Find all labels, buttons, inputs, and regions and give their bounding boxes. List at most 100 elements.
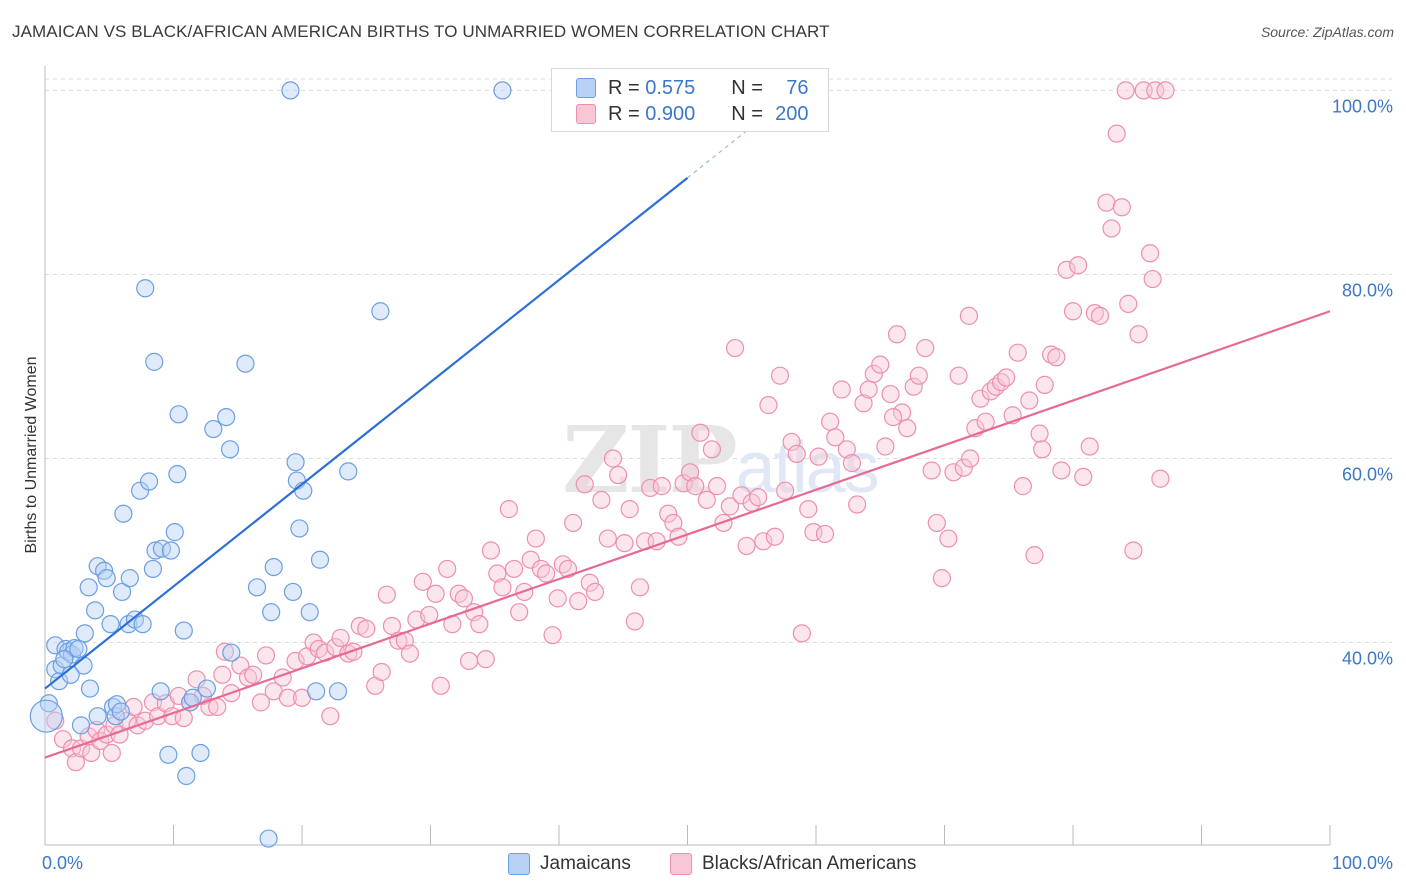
bottom-legend-jamaicans[interactable]: Jamaicans	[508, 852, 631, 876]
point-blacks	[674, 474, 693, 493]
point-blacks	[66, 753, 85, 772]
point-jamaicans	[111, 702, 130, 721]
point-blacks	[898, 419, 917, 438]
point-blacks	[1107, 124, 1126, 143]
point-blacks	[251, 693, 270, 712]
point-blacks	[854, 394, 873, 413]
bottom-legend-swatch-jamaicans	[508, 853, 530, 875]
point-jamaicans	[95, 561, 114, 580]
point-blacks	[97, 725, 116, 744]
point-blacks	[1097, 193, 1116, 212]
point-jamaicans	[39, 694, 58, 713]
point-jamaicans	[191, 743, 210, 763]
x-tick-label: 0.0%	[42, 853, 83, 873]
point-blacks	[459, 651, 479, 671]
point-blacks	[372, 662, 391, 682]
point-blacks	[754, 532, 773, 551]
point-blacks	[1020, 391, 1039, 410]
point-blacks	[909, 366, 928, 385]
point-jamaicans	[97, 569, 116, 588]
point-jamaicans	[114, 504, 133, 523]
point-jamaicans	[80, 679, 100, 698]
point-jamaicans	[136, 279, 155, 298]
point-blacks	[537, 564, 556, 583]
legend-r-label: R =	[608, 76, 646, 99]
point-jamaicans	[294, 481, 313, 500]
point-blacks	[821, 412, 840, 431]
point-blacks	[832, 380, 851, 399]
point-blacks	[815, 524, 835, 544]
trend-extension-jamaicans	[687, 126, 753, 179]
point-blacks	[575, 475, 594, 494]
point-blacks	[630, 578, 650, 597]
trend-line-jamaicans	[44, 176, 689, 690]
point-blacks	[686, 477, 705, 496]
point-blacks	[357, 619, 376, 638]
point-blacks	[916, 338, 935, 358]
point-jamaicans	[88, 707, 107, 726]
point-blacks	[470, 615, 489, 634]
point-blacks	[488, 564, 507, 583]
point-blacks	[526, 529, 545, 548]
point-blacks	[680, 463, 700, 482]
point-jamaicans	[71, 716, 91, 735]
point-jamaicans	[264, 557, 283, 577]
point-blacks	[476, 650, 495, 669]
point-jamaicans	[143, 559, 163, 579]
point-blacks	[737, 536, 756, 556]
point-jamaicans	[174, 621, 193, 640]
point-blacks	[954, 458, 973, 477]
point-blacks	[826, 428, 845, 447]
point-jamaicans	[146, 541, 165, 560]
point-jamaicans	[307, 682, 326, 701]
point-blacks	[1156, 81, 1175, 100]
y-tick-label: 100.0%	[1332, 96, 1393, 116]
point-blacks	[725, 338, 745, 358]
point-jamaicans	[259, 829, 278, 848]
point-jamaicans	[177, 766, 196, 786]
point-blacks	[585, 582, 605, 602]
point-blacks	[1057, 260, 1076, 279]
point-blacks	[1033, 440, 1052, 459]
point-blacks	[598, 529, 617, 548]
point-blacks	[776, 481, 795, 500]
legend-n-label: N =	[731, 76, 769, 99]
point-blacks	[1080, 437, 1099, 456]
point-blacks	[1129, 325, 1148, 344]
series-blacks	[46, 81, 1175, 772]
point-jamaicans	[262, 603, 281, 622]
point-blacks	[377, 585, 396, 604]
point-blacks	[1030, 424, 1049, 443]
point-jamaicans	[50, 672, 69, 691]
bottom-legend-swatch-blacks	[670, 853, 692, 875]
bottom-legend-blacks[interactable]: Blacks/African Americans	[670, 852, 916, 876]
point-blacks	[510, 603, 529, 622]
point-blacks	[927, 513, 946, 533]
chart-title: JAMAICAN VS BLACK/AFRICAN AMERICAN BIRTH…	[12, 22, 830, 41]
point-jamaicans	[217, 407, 236, 427]
point-blacks	[1074, 467, 1093, 487]
point-jamaicans	[247, 578, 267, 597]
legend-r-label: R =	[608, 102, 646, 125]
point-blacks	[959, 306, 979, 325]
point-blacks	[871, 355, 890, 374]
point-jamaicans	[493, 81, 512, 100]
point-blacks	[702, 440, 722, 459]
y-axis-label: Births to Unmarried Women	[23, 356, 40, 553]
point-jamaicans	[197, 679, 217, 698]
point-jamaicans	[101, 615, 120, 634]
point-blacks	[881, 384, 900, 404]
point-blacks	[1151, 469, 1170, 488]
point-blacks	[493, 578, 512, 597]
point-blacks	[278, 688, 297, 707]
point-blacks	[208, 697, 227, 717]
point-jamaicans	[133, 615, 152, 634]
point-blacks	[1119, 294, 1138, 313]
point-blacks	[759, 396, 778, 415]
point-blacks	[922, 461, 941, 480]
point-blacks	[697, 490, 716, 510]
watermark-atlas: atlas	[736, 428, 878, 508]
point-blacks	[944, 463, 963, 482]
point-jamaicans	[281, 81, 300, 100]
point-blacks	[564, 513, 583, 533]
